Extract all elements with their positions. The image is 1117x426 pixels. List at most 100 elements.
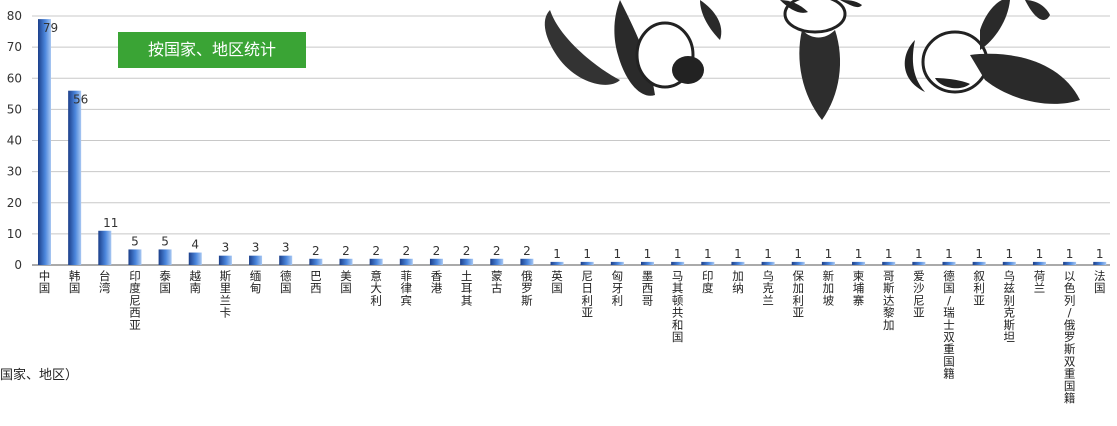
bar (339, 258, 353, 265)
y-tick-label: 60 (7, 71, 22, 85)
y-tick-label: 80 (7, 9, 22, 23)
data-label: 79 (43, 21, 58, 35)
data-label: 1 (1096, 247, 1104, 261)
bar (761, 261, 775, 265)
bar (309, 258, 323, 265)
data-label: 1 (583, 247, 591, 261)
y-tick-label: 20 (7, 196, 22, 210)
y-tick-label: 30 (7, 165, 22, 179)
category-label: 意大利 (370, 269, 382, 307)
bar (128, 249, 142, 265)
data-label: 2 (463, 244, 471, 258)
category-label: 马其顿共和国 (672, 269, 684, 344)
data-label: 4 (191, 238, 199, 252)
category-label: 荷兰 (1034, 269, 1046, 295)
category-label: 泰国 (159, 269, 171, 295)
category-label: 菲律宾 (401, 269, 413, 307)
y-tick-label: 50 (7, 102, 22, 116)
data-label: 11 (103, 216, 118, 230)
category-label: 叙利亚 (973, 269, 985, 307)
bar (249, 255, 263, 265)
data-label: 1 (885, 247, 893, 261)
data-label: 1 (764, 247, 772, 261)
data-label: 2 (402, 244, 410, 258)
data-label: 1 (825, 247, 833, 261)
category-label: 德国 (280, 269, 292, 295)
category-label: 韩国 (69, 269, 81, 295)
data-label: 2 (433, 244, 441, 258)
bar (1032, 261, 1046, 265)
bar (490, 258, 504, 265)
bar (821, 261, 835, 265)
data-label: 3 (222, 241, 230, 255)
bar (580, 261, 594, 265)
bar (1093, 261, 1107, 265)
bar (520, 258, 534, 265)
mascot-illustration (544, 0, 1080, 120)
category-label: 乌克兰 (762, 269, 774, 307)
category-label: 德国/瑞士双重国籍 (943, 269, 955, 381)
bar (852, 261, 866, 265)
category-label: 香港 (431, 269, 443, 295)
category-label: 加纳 (732, 269, 744, 295)
data-label: 2 (312, 244, 320, 258)
category-label: 以色列/俄罗斯双重国籍 (1064, 269, 1076, 405)
category-label: 匈牙利 (612, 269, 624, 307)
gridlines (32, 15, 1110, 266)
bar (460, 258, 474, 265)
data-label: 1 (855, 247, 863, 261)
bar (550, 261, 564, 265)
chart-title-badge: 按国家、地区统计 (118, 32, 306, 68)
bar (882, 261, 896, 265)
category-label: 越南 (190, 269, 202, 295)
bar (791, 261, 805, 265)
bar (279, 255, 293, 265)
category-label: 印度尼西亚 (129, 269, 141, 332)
bar (641, 261, 654, 265)
data-label: 1 (1036, 247, 1044, 261)
data-label: 5 (161, 234, 169, 248)
y-tick-label: 10 (7, 227, 22, 241)
bar (972, 261, 986, 265)
data-label: 2 (372, 244, 380, 258)
category-label: 中国 (39, 269, 51, 295)
data-label: 3 (252, 241, 260, 255)
data-label: 1 (975, 247, 983, 261)
bar (429, 258, 443, 265)
bar (1063, 261, 1077, 265)
data-label: 1 (614, 247, 622, 261)
bar (942, 261, 956, 265)
category-label: 乌兹别克斯坦 (1004, 269, 1016, 344)
category-label: 法国 (1094, 269, 1106, 295)
category-label: 保加利亚 (793, 269, 805, 320)
y-tick-label: 0 (14, 258, 22, 272)
data-label: 1 (644, 247, 652, 261)
category-label: 台湾 (99, 269, 111, 295)
data-label: 2 (342, 244, 350, 258)
bar (731, 261, 745, 265)
bar (38, 19, 51, 265)
bar (218, 255, 232, 265)
data-label: 1 (734, 247, 742, 261)
category-label: 蒙古 (491, 269, 503, 295)
category-label: 英国 (551, 269, 563, 295)
data-label: 5 (131, 234, 139, 248)
data-label: 1 (674, 247, 682, 261)
bar (610, 261, 624, 265)
category-label: 俄罗斯 (521, 269, 533, 307)
data-label: 1 (945, 247, 953, 261)
data-label: 1 (1005, 247, 1013, 261)
data-label: 1 (1066, 247, 1074, 261)
data-label: 1 (553, 247, 561, 261)
category-label: 缅甸 (250, 269, 262, 295)
bar (369, 258, 383, 265)
bar (188, 252, 202, 265)
data-label: 2 (523, 244, 531, 258)
bar (1002, 261, 1016, 265)
data-label: 3 (282, 241, 290, 255)
category-label: 尼日利亚 (581, 269, 593, 320)
category-label: 哥斯达黎加 (883, 269, 895, 332)
